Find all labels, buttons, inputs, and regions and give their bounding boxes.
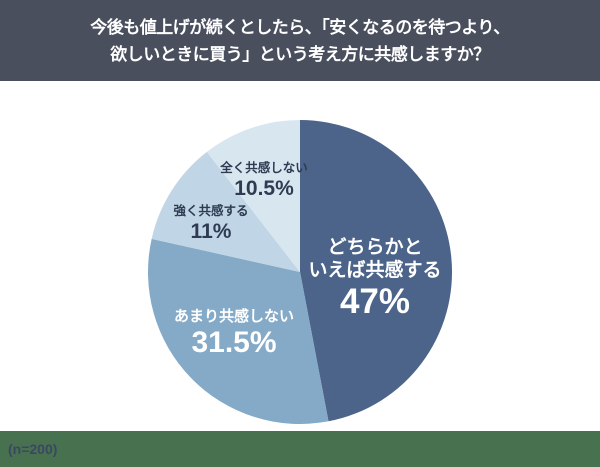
- pie-percent-label: 11%: [190, 220, 232, 243]
- pie-segment-3: [206, 120, 300, 272]
- footer: (n=200): [0, 431, 600, 467]
- pie-percent-label: 31.5%: [191, 326, 277, 359]
- pie-percent-label: 47%: [339, 282, 411, 321]
- pie-svg: [147, 120, 453, 425]
- pie-percent-label: 10.5%: [234, 177, 294, 200]
- pie-category-label: あまり共感しない: [173, 308, 295, 325]
- pie-category-label: どちらかと: [327, 237, 423, 258]
- pie-segment-0: [300, 120, 453, 422]
- pie-label-agree-somewhat: どちらかと いえば共感する 47%: [308, 236, 441, 320]
- header: 今後も値上げが続くとしたら、「安くなるのを待つより、 欲しいときに買う」という考…: [0, 0, 600, 81]
- page-title-line-2: 欲しいときに買う」という考え方に共感しますか？: [110, 44, 490, 64]
- pie-label-agree-strongly: 強く共感する 11%: [173, 204, 248, 243]
- pie-chart-area: どちらかと いえば共感する 47% あまり共感しない 31.5% 強く共感する …: [0, 81, 600, 431]
- sample-size-label: (n=200): [8, 441, 58, 457]
- pie-label-disagree-somewhat: あまり共感しない 31.5%: [174, 307, 294, 358]
- pie-category-label: 全く共感しない: [220, 161, 308, 175]
- pie-label-disagree-strongly: 全く共感しない 10.5%: [220, 161, 308, 200]
- pie-segment-1: [147, 238, 329, 425]
- pie-category-label: 強く共感する: [173, 204, 249, 218]
- page-title-line-1: 今後も値上げが続くとしたら、「安くなるのを待つより、: [90, 17, 510, 37]
- pie-category-label: いえば共感する: [308, 260, 442, 281]
- pie-segment-2: [151, 151, 300, 272]
